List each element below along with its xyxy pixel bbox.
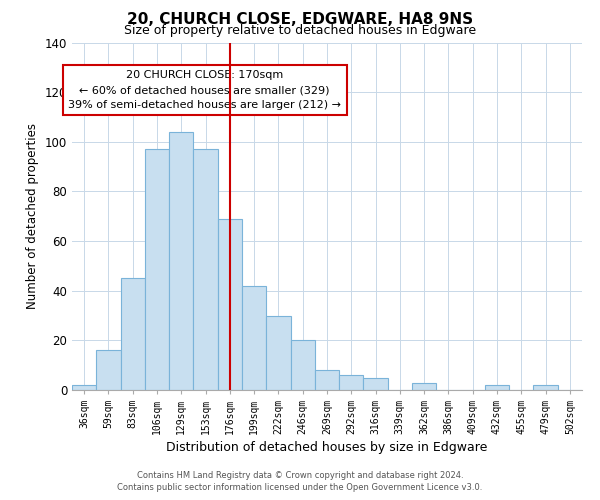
Bar (533, 385, 558, 390)
Bar (242, 286, 266, 390)
Bar (193, 149, 218, 390)
Bar (121, 278, 145, 390)
Text: 20, CHURCH CLOSE, EDGWARE, HA8 9NS: 20, CHURCH CLOSE, EDGWARE, HA8 9NS (127, 12, 473, 28)
Text: Contains HM Land Registry data © Crown copyright and database right 2024.
Contai: Contains HM Land Registry data © Crown c… (118, 471, 482, 492)
Bar (218, 218, 242, 390)
Text: 20 CHURCH CLOSE: 170sqm
← 60% of detached houses are smaller (329)
39% of semi-d: 20 CHURCH CLOSE: 170sqm ← 60% of detache… (68, 70, 341, 110)
Bar (169, 132, 193, 390)
X-axis label: Distribution of detached houses by size in Edgware: Distribution of detached houses by size … (166, 441, 488, 454)
Bar (485, 385, 509, 390)
Bar (290, 340, 315, 390)
Bar (315, 370, 339, 390)
Bar (96, 350, 121, 390)
Bar (339, 375, 364, 390)
Y-axis label: Number of detached properties: Number of detached properties (26, 123, 39, 309)
Bar (72, 385, 96, 390)
Bar (364, 378, 388, 390)
Bar (412, 382, 436, 390)
Bar (266, 316, 290, 390)
Bar (145, 149, 169, 390)
Text: Size of property relative to detached houses in Edgware: Size of property relative to detached ho… (124, 24, 476, 37)
